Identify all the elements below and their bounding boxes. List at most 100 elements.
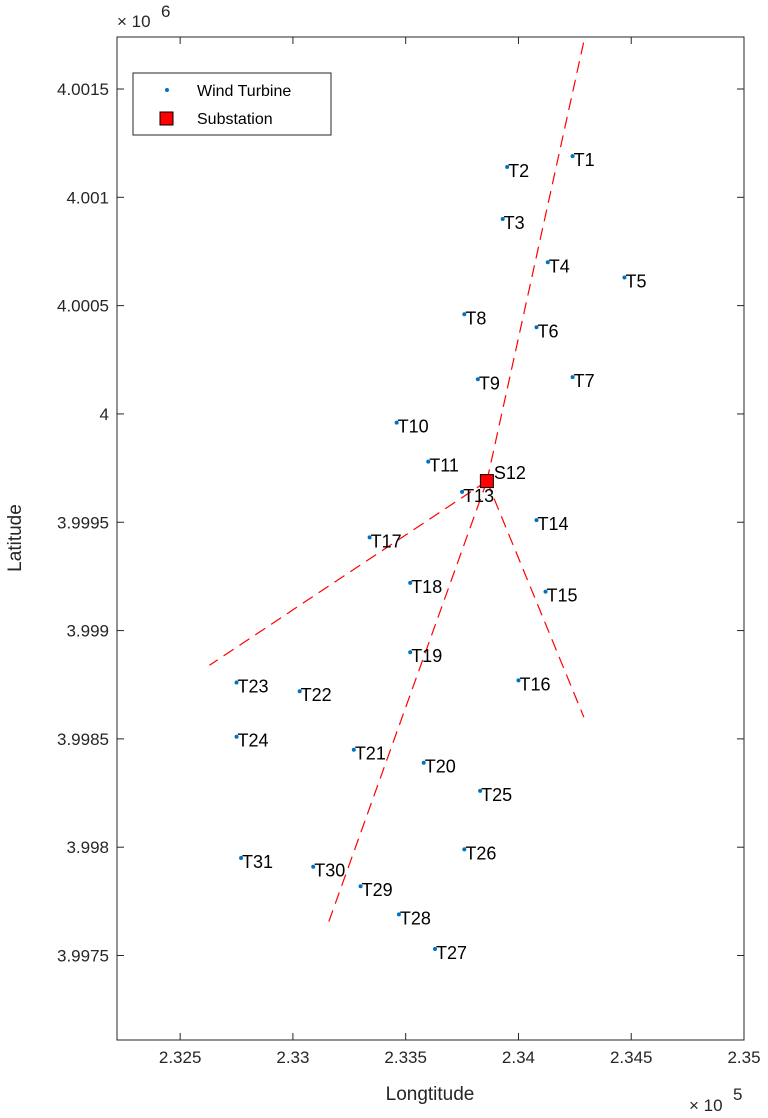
y-exponent-base: × 10 [117, 12, 151, 31]
turbine-label: T28 [400, 908, 431, 928]
turbine-label: T19 [411, 646, 442, 666]
x-exponent-base: × 10 [689, 1096, 723, 1115]
turbine-label: T21 [355, 744, 386, 764]
turbine-point [408, 650, 413, 655]
turbine-label: T11 [429, 456, 459, 476]
turbine-label: T7 [574, 371, 595, 391]
plot-area [116, 36, 745, 1041]
turbine-label: T24 [238, 731, 269, 751]
turbine-point [505, 164, 510, 169]
y-tick-label: 3.9995 [57, 513, 109, 532]
turbine-point [234, 680, 239, 685]
y-tick-label: 3.9975 [57, 947, 109, 966]
substation-label: S12 [494, 463, 526, 483]
cable-lines [209, 41, 585, 928]
turbine-point [408, 580, 413, 585]
turbine-point [622, 275, 627, 280]
turbine-label: T18 [411, 577, 442, 597]
turbine-label: T20 [425, 757, 456, 777]
x-tick-label: 2.325 [159, 1048, 202, 1067]
turbine-point [570, 375, 575, 380]
turbine-label: T6 [538, 321, 559, 341]
y-axis-exponent: × 10 6 [117, 2, 170, 31]
turbine-point [394, 420, 399, 425]
turbine-label: T29 [362, 880, 393, 900]
x-tick-label: 2.34 [502, 1048, 535, 1067]
turbine-point [367, 535, 372, 540]
x-axis-label: Longtitude [386, 1084, 475, 1105]
turbine-point [239, 856, 244, 861]
turbine-label: T1 [574, 150, 595, 170]
turbine-point [311, 864, 316, 869]
turbine-label: T4 [549, 256, 570, 276]
turbine-point [543, 589, 548, 594]
turbine-label: T22 [301, 685, 332, 705]
turbine-label: T31 [242, 852, 273, 872]
turbine-point [396, 912, 401, 917]
y-tick-label: 4.0015 [57, 80, 109, 99]
turbine-point [478, 788, 483, 793]
turbine-point [433, 947, 438, 952]
turbine-point [516, 678, 521, 683]
turbine-point [534, 325, 539, 330]
turbine-point [545, 260, 550, 265]
turbine-point [462, 312, 467, 317]
substation-group: S12 [479, 463, 526, 489]
x-exponent-power: 5 [733, 1085, 742, 1104]
y-tick-label: 3.998 [66, 838, 109, 857]
cable-line [209, 480, 488, 666]
legend-substation-marker [159, 111, 174, 126]
y-axis-ticks: 3.9975 3.998 3.9985 3.999 3.9995 4 4.0005 4.001… [57, 80, 744, 966]
legend: Wind Turbine Substation [132, 72, 332, 136]
x-axis-exponent: × 10 5 [689, 1085, 742, 1115]
legend-turbine-label: Wind Turbine [197, 83, 291, 100]
turbine-point [358, 884, 363, 889]
x-tick-label: 2.35 [727, 1048, 760, 1067]
y-tick-label: 3.9985 [57, 730, 109, 749]
turbine-label: T16 [519, 674, 550, 694]
x-axis-ticks: 2.325 2.33 2.335 2.34 2.345 2.35 [159, 37, 761, 1067]
turbine-label: T15 [547, 586, 578, 606]
x-tick-label: 2.335 [384, 1048, 427, 1067]
turbine-label: T30 [314, 861, 345, 881]
substation-marker [479, 474, 494, 489]
cable-line [486, 480, 585, 718]
turbine-point [351, 747, 356, 752]
turbine-label: T27 [436, 943, 467, 963]
turbine-label: T14 [538, 514, 569, 534]
turbine-label: T3 [504, 213, 525, 233]
x-tick-label: 2.33 [276, 1048, 309, 1067]
turbine-label: T25 [481, 785, 512, 805]
turbine-label: T23 [238, 677, 269, 697]
turbine-label: T2 [508, 161, 529, 181]
y-tick-label: 3.999 [66, 622, 109, 641]
y-exponent-power: 6 [161, 2, 170, 21]
legend-substation-label: Substation [197, 111, 273, 128]
turbine-point [297, 689, 302, 694]
turbine-point [426, 459, 431, 464]
y-tick-label: 4 [100, 405, 109, 424]
y-tick-label: 4.001 [66, 188, 109, 207]
turbine-point [421, 760, 426, 765]
turbine-point [462, 847, 467, 852]
x-tick-label: 2.345 [610, 1048, 653, 1067]
turbine-point [534, 518, 539, 523]
turbine-point [460, 489, 465, 494]
cable-line [326, 480, 488, 928]
turbine-label: T13 [463, 486, 494, 506]
turbine-label: T26 [465, 843, 496, 863]
turbine-point [500, 216, 505, 221]
turbine-label: T5 [625, 271, 646, 291]
legend-turbine-marker [165, 88, 169, 92]
turbine-label: T17 [371, 531, 402, 551]
y-tick-label: 4.0005 [57, 297, 109, 316]
y-axis-label: Latitude [5, 504, 26, 572]
turbine-point [234, 734, 239, 739]
turbine-point [570, 154, 575, 159]
turbine-point [475, 377, 480, 382]
turbine-label: T10 [398, 417, 429, 437]
turbine-label: T8 [465, 308, 486, 328]
turbine-label: T9 [479, 373, 500, 393]
